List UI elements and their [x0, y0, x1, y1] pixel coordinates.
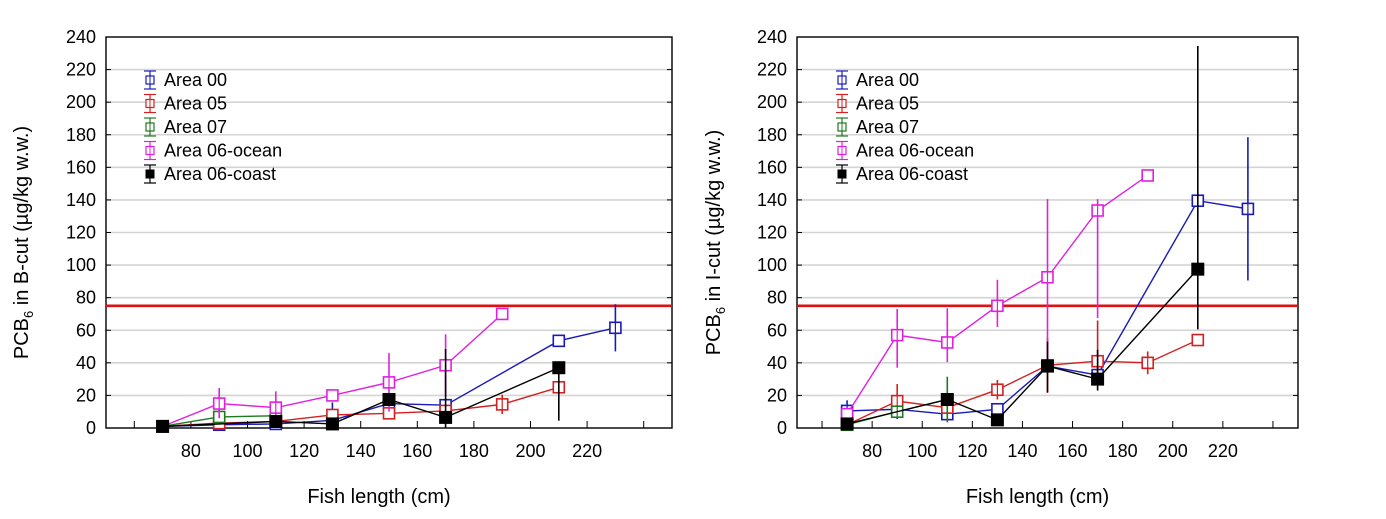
series-area-06-coast — [156, 348, 566, 433]
legend: Area 00 Area 05 Area 07 Area 06-ocean Area 0… — [144, 70, 282, 184]
y-tick-label: 80 — [76, 288, 96, 308]
legend-label: Area 06-coast — [164, 164, 276, 184]
x-tick-label: 180 — [459, 441, 489, 461]
y-tick-label: 240 — [66, 27, 96, 47]
y-axis-title-rest: in B-cut (µg/kg w.w.) — [11, 126, 33, 311]
y-tick-label: 100 — [66, 255, 96, 275]
y-tick-label: 60 — [767, 320, 787, 340]
y-tick-label: 120 — [757, 223, 787, 243]
legend-label: Area 07 — [856, 117, 919, 137]
series-line — [846, 339, 1199, 426]
y-tick-label: 140 — [757, 190, 787, 210]
chart-panel-2: 0 20 40 60 80 100 120 140 160 180 200 220 240 80 100 12… — [703, 27, 1299, 508]
legend-label: Area 06-ocean — [164, 141, 282, 161]
data-point — [439, 410, 453, 424]
y-axis-title-rest: in I-cut (µg/kg w.w.) — [703, 130, 725, 307]
y-axis-title-subscript: 6 — [21, 311, 36, 318]
chart-panel-1: 0 20 40 60 80 100 120 140 160 180 200 220 240 80 100 12… — [11, 27, 673, 508]
y-tick-label: 160 — [66, 157, 96, 177]
y-tick-label: 80 — [767, 288, 787, 308]
x-tick-label: 100 — [907, 441, 937, 461]
x-axis-title: Fish length (cm) — [966, 486, 1109, 508]
x-tick-label: 80 — [862, 441, 882, 461]
legend: Area 00 Area 05 Area 07 Area 06-ocean Area 0… — [836, 70, 974, 184]
data-point — [269, 414, 283, 428]
legend-label: Area 00 — [164, 70, 227, 90]
y-tick-label: 20 — [767, 385, 787, 405]
data-point — [156, 419, 170, 433]
legend-marker — [145, 169, 155, 179]
data-point — [495, 307, 509, 321]
y-axis-title: PCB6 in I-cut (µg/kg w.w.) — [703, 130, 728, 356]
series-line — [846, 268, 1199, 425]
x-axis-title: Fish length (cm) — [307, 486, 450, 508]
y-tick-label: 240 — [757, 27, 787, 47]
data-point — [1191, 262, 1205, 276]
y-tick-label: 120 — [66, 223, 96, 243]
y-tick-label: 0 — [86, 418, 96, 438]
y-tick-label: 180 — [66, 125, 96, 145]
data-point — [326, 389, 339, 402]
legend-label: Area 07 — [164, 117, 227, 137]
x-tick-label: 100 — [232, 441, 262, 461]
data-point — [1041, 359, 1054, 373]
data-point — [990, 413, 1004, 427]
x-tick-label: 220 — [572, 441, 602, 461]
y-tick-label: 220 — [757, 60, 787, 80]
data-point — [382, 392, 396, 406]
legend-label: Area 05 — [856, 94, 919, 114]
x-tick-label: 120 — [957, 441, 987, 461]
y-tick-label: 20 — [76, 385, 96, 405]
x-tick-label: 200 — [1158, 441, 1188, 461]
y-axis-title-main: PCB — [703, 314, 725, 355]
series-area-06-ocean — [840, 169, 1154, 421]
x-tick-label: 180 — [1108, 441, 1138, 461]
y-tick-label: 40 — [767, 353, 787, 373]
y-tick-label: 160 — [757, 157, 787, 177]
y-tick-label: 180 — [757, 125, 787, 145]
x-tick-label: 200 — [515, 441, 545, 461]
data-point — [1091, 372, 1105, 386]
data-point — [991, 402, 1004, 416]
data-point — [325, 417, 339, 431]
data-point — [1141, 169, 1154, 182]
legend-label: Area 06-coast — [856, 164, 968, 184]
data-point — [552, 361, 566, 375]
legend-label: Area 05 — [164, 94, 227, 114]
legend-label: Area 06-ocean — [856, 141, 974, 161]
data-point — [1191, 333, 1205, 347]
y-tick-label: 200 — [757, 92, 787, 112]
series-area-06-coast — [840, 45, 1205, 431]
x-tick-label: 120 — [289, 441, 319, 461]
x-tick-label: 160 — [402, 441, 432, 461]
y-axis-title: PCB6 in B-cut (µg/kg w.w.) — [11, 126, 36, 359]
x-tick-label: 140 — [346, 441, 376, 461]
data-point — [940, 392, 954, 406]
y-tick-label: 140 — [66, 190, 96, 210]
x-tick-label: 220 — [1208, 441, 1238, 461]
legend-label: Area 00 — [856, 70, 919, 90]
x-tick-label: 140 — [1007, 441, 1037, 461]
data-point — [840, 417, 854, 431]
data-point — [552, 334, 566, 348]
y-tick-label: 60 — [76, 320, 96, 340]
y-axis-title-main: PCB — [11, 318, 33, 359]
series-line — [162, 367, 560, 428]
legend-marker — [837, 169, 847, 179]
y-tick-label: 220 — [66, 60, 96, 80]
y-axis-title-subscript: 6 — [713, 307, 728, 314]
y-tick-label: 200 — [66, 92, 96, 112]
x-tick-label: 80 — [181, 441, 201, 461]
y-tick-label: 40 — [76, 353, 96, 373]
x-tick-label: 160 — [1058, 441, 1088, 461]
y-tick-label: 0 — [777, 418, 787, 438]
y-tick-label: 100 — [757, 255, 787, 275]
